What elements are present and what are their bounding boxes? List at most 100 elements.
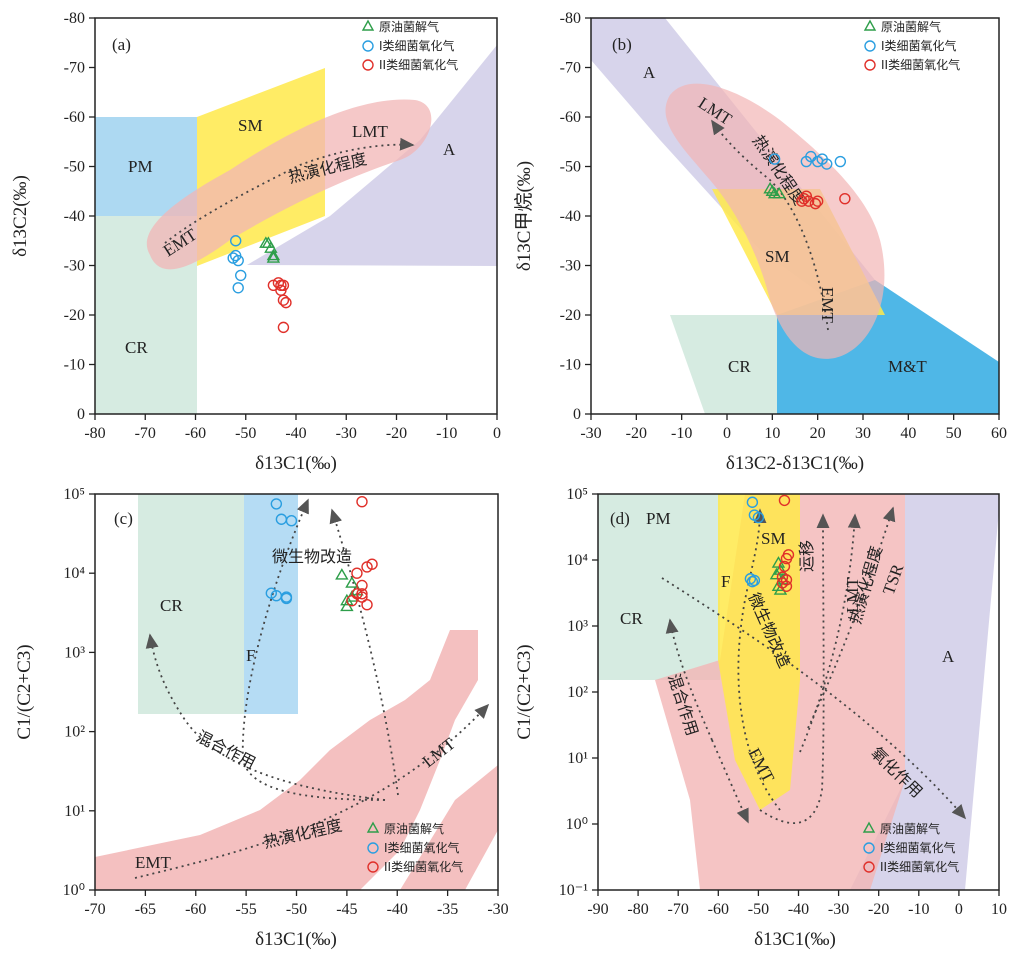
- data-point-circle: [356, 588, 368, 600]
- data-point-circle: [229, 249, 242, 262]
- data-point-circle: [752, 511, 765, 524]
- legend-label: II类细菌氧化气: [384, 859, 463, 874]
- data-point-circle: [280, 592, 293, 605]
- y-tick-label: 10²: [567, 684, 588, 701]
- legend-triangle-icon: [366, 821, 380, 833]
- panel-a-regions: [95, 45, 497, 414]
- panel-b-region-cr: CR: [728, 357, 751, 376]
- x-tick-label: -40: [387, 901, 408, 918]
- data-point-circle: [778, 494, 791, 507]
- data-point-circle: [270, 498, 283, 510]
- x-tick-label: 20: [810, 425, 826, 442]
- panel-d-ylabel: C1/(C2+C3): [514, 644, 535, 739]
- legend-label: II类细菌氧化气: [379, 57, 458, 72]
- data-point-circle: [232, 282, 244, 294]
- data-point-circle: [809, 197, 822, 210]
- x-tick-label: -60: [185, 425, 206, 442]
- data-point-circle: [229, 235, 242, 247]
- x-tick-label: -65: [135, 901, 156, 918]
- legend-label: 原油菌解气: [881, 19, 941, 34]
- data-point-circle: [356, 495, 368, 508]
- legend-label: II类细菌氧化气: [881, 57, 960, 72]
- region-lmt: [400, 765, 498, 890]
- panel-d-arrow-mixing: [665, 618, 713, 741]
- legend-circle-red-icon: [863, 861, 875, 873]
- y-tick-label: 10⁰: [566, 816, 588, 833]
- legend-label: I类细菌氧化气: [880, 840, 956, 855]
- panel-c-annot-mixing: 混合作用: [193, 727, 259, 773]
- y-tick-label: -30: [64, 258, 85, 275]
- panel-d-region-f: F: [721, 572, 730, 591]
- region-lmt-emt: [146, 99, 432, 270]
- panel-c-arrow-micro-2: [329, 508, 399, 796]
- x-tick-label: -80: [84, 425, 105, 442]
- panel-d-region-lmt: LMT: [843, 577, 862, 614]
- panel-b-thermal-arrow: [711, 119, 829, 331]
- data-point-circle: [778, 560, 791, 573]
- panel-b-ylabel: δ13C甲烷(‰): [513, 161, 535, 271]
- x-tick-label: -30: [580, 425, 601, 442]
- y-tick-label: 10⁴: [63, 565, 85, 582]
- data-point-triangle: [773, 563, 788, 575]
- y-tick-label: -30: [560, 258, 581, 275]
- data-point-circle: [811, 195, 824, 207]
- x-tick-label: -30: [828, 901, 849, 918]
- data-point-circle: [280, 296, 292, 309]
- data-point-triangle: [266, 248, 281, 261]
- x-tick-label: -10: [671, 425, 692, 442]
- panel-c-region-cr: CR: [160, 596, 183, 615]
- data-point-circle: [746, 496, 759, 508]
- data-point-circle: [351, 567, 363, 579]
- x-tick-label: -70: [135, 425, 156, 442]
- x-tick-label: -30: [336, 425, 357, 442]
- x-tick-label: -70: [84, 901, 105, 918]
- legend-label: I类细菌氧化气: [379, 38, 455, 53]
- y-tick-label: 10⁴: [566, 552, 588, 569]
- panel-b-region-a: A: [643, 63, 656, 82]
- legend-triangle-icon: [361, 19, 375, 31]
- panel-d: (d) PM F SM CR EMT LMT TSR A 运移 微生物改造 混合…: [514, 493, 1000, 950]
- data-point-circle: [802, 195, 815, 207]
- x-tick-label: -90: [587, 901, 608, 918]
- data-point-circle: [839, 192, 851, 205]
- panel-d-region-pm: PM: [646, 509, 671, 528]
- y-tick-label: 10¹: [64, 803, 85, 820]
- y-tick-label: 0: [573, 406, 581, 423]
- panel-c-region-emt: EMT: [135, 853, 172, 872]
- y-tick-label: -60: [64, 109, 85, 126]
- legend-label: II类细菌氧化气: [880, 859, 959, 874]
- x-tick-label: -50: [286, 901, 307, 918]
- y-tick-label: -70: [64, 60, 85, 77]
- x-tick-label: -20: [626, 425, 647, 442]
- panel-d-regions: [598, 494, 999, 890]
- x-tick-label: 60: [991, 425, 1007, 442]
- y-tick-label: 10¹: [567, 750, 588, 767]
- panel-a: (a) PM CR SM LMT A EMT 热演化程度 δ13C1(‰) δ1…: [10, 17, 498, 474]
- region-emt: [95, 630, 478, 890]
- x-tick-label: -45: [336, 901, 357, 918]
- legend-circle-blue-icon: [362, 40, 374, 52]
- panel-d-label: (d): [610, 509, 630, 528]
- panel-d-region-sm: SM: [761, 529, 786, 548]
- panel-d-annot-migration: 运移: [797, 540, 816, 572]
- legend-triangle-icon: [863, 19, 877, 31]
- x-tick-label: -30: [487, 901, 508, 918]
- x-tick-label: 10: [764, 425, 780, 442]
- panel-b-region-sm: SM: [765, 247, 790, 266]
- dynamic-marks: -80 -70 -60 -50 -40 -30 -20 -10 0 0 -10 -20 -30 -40 -5…: [63, 10, 1007, 918]
- data-point-circle: [285, 515, 298, 527]
- y-tick-label: -20: [64, 307, 85, 324]
- legend-label: 原油菌解气: [880, 821, 940, 836]
- panel-c-label: (c): [114, 509, 133, 528]
- y-tick-label: -80: [64, 10, 85, 27]
- y-tick-label: -60: [560, 109, 581, 126]
- panel-b: (b) A LMT SM EMT CR M&T 热演化程度 δ13C2-δ13C…: [513, 17, 1000, 474]
- y-tick-label: -40: [560, 208, 581, 225]
- x-tick-label: 0: [955, 901, 963, 918]
- data-point-circle: [821, 158, 833, 170]
- data-point-circle: [361, 599, 373, 611]
- y-tick-label: -20: [560, 307, 581, 324]
- region-a: [247, 45, 497, 266]
- panel-b-legend: 原油菌解气 I类细菌氧化气 II类细菌氧化气: [863, 19, 960, 72]
